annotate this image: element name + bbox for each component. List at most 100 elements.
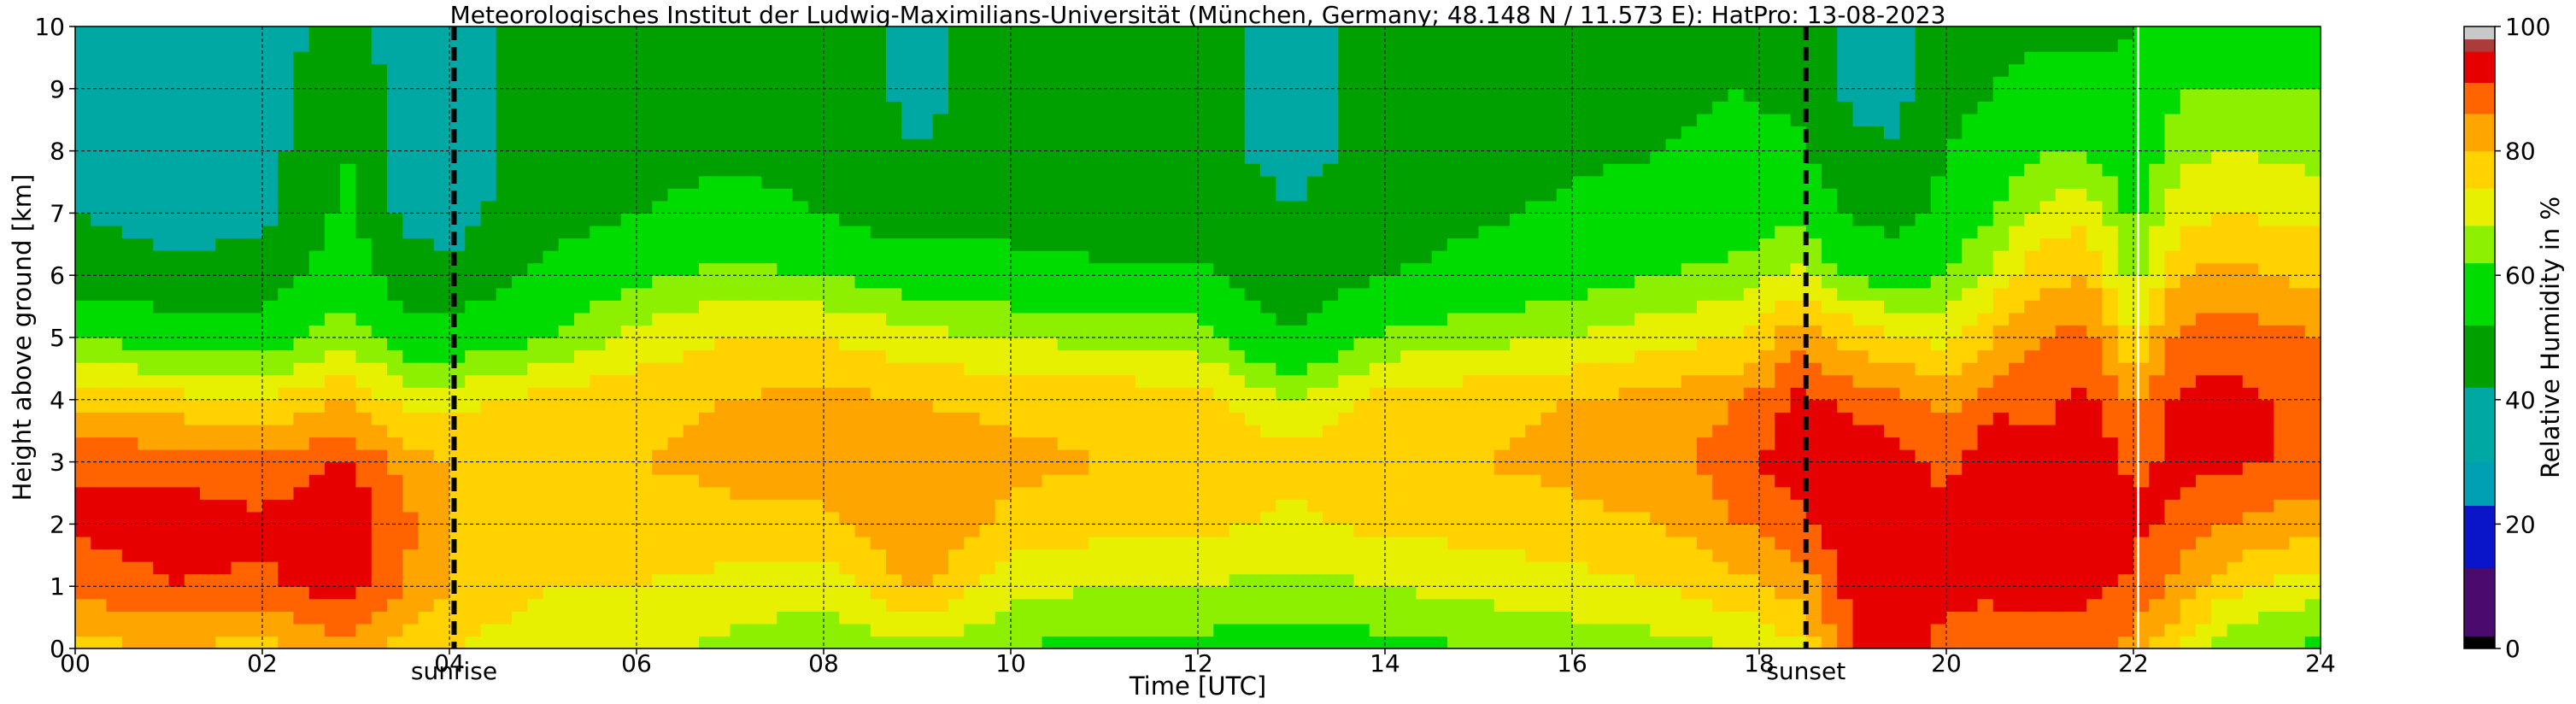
heatmap-cell	[854, 549, 871, 562]
heatmap-cell	[496, 499, 513, 513]
heatmap-cell	[1073, 113, 1089, 127]
heatmap-cell	[200, 325, 216, 338]
heatmap-cell	[433, 138, 450, 152]
heatmap-cell	[1244, 38, 1261, 52]
heatmap-cell	[215, 424, 232, 438]
heatmap-cell	[1323, 536, 1339, 550]
heatmap-cell	[574, 337, 590, 351]
heatmap-cell	[620, 63, 637, 77]
heatmap-cell	[1042, 412, 1059, 425]
heatmap-cell	[1540, 213, 1558, 226]
heatmap-cell	[1447, 238, 1464, 251]
heatmap-cell	[262, 598, 279, 612]
heatmap-cell	[512, 250, 528, 264]
heatmap-cell	[1119, 163, 1136, 177]
heatmap-cell	[1618, 188, 1635, 202]
heatmap-cell	[1369, 325, 1386, 338]
heatmap-cell	[1135, 163, 1152, 177]
heatmap-cell	[75, 150, 91, 164]
heatmap-cell	[1229, 362, 1246, 376]
heatmap-cell	[1369, 424, 1386, 438]
heatmap-cell	[761, 113, 777, 127]
heatmap-cell	[215, 175, 232, 189]
heatmap-cell	[667, 188, 684, 202]
heatmap-cell	[1291, 461, 1308, 475]
heatmap-cell	[262, 188, 279, 202]
heatmap-cell	[714, 63, 731, 77]
heatmap-cell	[839, 325, 856, 338]
heatmap-cell	[1151, 437, 1168, 450]
heatmap-cell	[964, 88, 981, 102]
heatmap-cell	[777, 549, 794, 562]
heatmap-cell	[433, 524, 450, 537]
heatmap-cell	[1057, 250, 1074, 264]
heatmap-cell	[761, 524, 777, 537]
heatmap-cell	[1556, 474, 1573, 488]
heatmap-cell	[792, 586, 809, 600]
heatmap-cell	[1618, 200, 1635, 214]
heatmap-cell	[293, 275, 310, 289]
heatmap-cell	[730, 325, 747, 338]
heatmap-cell	[278, 573, 295, 587]
heatmap-cell	[558, 300, 575, 314]
heatmap-cell	[138, 250, 154, 264]
heatmap-cell	[558, 561, 575, 575]
heatmap-cell	[1026, 150, 1043, 164]
heatmap-cell	[620, 586, 637, 600]
heatmap-cell	[667, 287, 684, 301]
heatmap-cell	[246, 486, 263, 500]
heatmap-cell	[652, 536, 669, 550]
heatmap-cell	[1088, 474, 1106, 488]
heatmap-cell	[574, 63, 590, 77]
heatmap-cell	[1572, 636, 1588, 648]
heatmap-cell	[1042, 262, 1059, 276]
heatmap-cell	[293, 188, 310, 202]
heatmap-cell	[106, 611, 123, 625]
heatmap-cell	[1525, 38, 1542, 52]
heatmap-cell	[512, 26, 528, 40]
heatmap-cell	[308, 387, 326, 401]
heatmap-cell	[1244, 486, 1261, 500]
heatmap-cell	[870, 312, 887, 326]
heatmap-cell	[652, 474, 669, 488]
heatmap-cell	[948, 598, 965, 612]
heatmap-cell	[1244, 598, 1261, 612]
heatmap-cell	[620, 461, 637, 475]
heatmap-cell	[932, 225, 949, 239]
heatmap-cell	[1540, 524, 1558, 537]
heatmap-cell	[293, 424, 310, 438]
heatmap-cell	[1042, 536, 1059, 550]
heatmap-cell	[465, 88, 482, 102]
heatmap-cell	[745, 337, 762, 351]
heatmap-cell	[558, 262, 575, 276]
heatmap-cell	[745, 250, 762, 264]
heatmap-cell	[932, 374, 949, 388]
heatmap-cell	[995, 225, 1012, 239]
heatmap-cell	[1229, 598, 1246, 612]
heatmap-cell	[1510, 188, 1526, 202]
heatmap-cell	[1463, 101, 1480, 114]
heatmap-cell	[1556, 76, 1573, 90]
heatmap-cell	[168, 511, 185, 525]
heatmap-cell	[1416, 362, 1433, 376]
heatmap-cell	[308, 225, 326, 239]
heatmap-cell	[168, 150, 185, 164]
heatmap-cell	[839, 213, 856, 226]
heatmap-cell	[917, 312, 934, 326]
heatmap-cell	[231, 449, 248, 463]
heatmap-cell	[620, 200, 637, 214]
heatmap-cell	[558, 374, 575, 388]
heatmap-cell	[91, 88, 108, 102]
heatmap-cell	[1369, 238, 1386, 251]
heatmap-cell	[1431, 586, 1448, 600]
heatmap-cell	[278, 238, 295, 251]
heatmap-cell	[75, 287, 91, 301]
heatmap-cell	[605, 26, 622, 40]
heatmap-cell	[1182, 598, 1199, 612]
heatmap-cell	[231, 499, 248, 513]
heatmap-cell	[1493, 76, 1511, 90]
heatmap-cell	[995, 300, 1012, 314]
heatmap-cell	[325, 374, 341, 388]
heatmap-cell	[1244, 374, 1261, 388]
heatmap-cell	[1493, 337, 1511, 351]
